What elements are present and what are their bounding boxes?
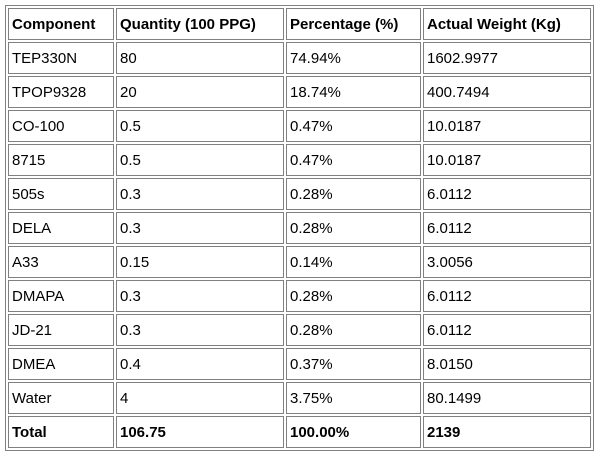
table-cell: 10.0187 (423, 144, 591, 176)
table-body: Component Quantity (100 PPG) Percentage (%… (8, 8, 591, 448)
table-cell: TPOP9328 (8, 76, 114, 108)
table-cell: CO-100 (8, 110, 114, 142)
table-cell: 106.75 (116, 416, 284, 448)
table-row: A33 0.15 0.14% 3.0056 (8, 246, 591, 278)
table-cell: 10.0187 (423, 110, 591, 142)
table-cell: 18.74% (286, 76, 421, 108)
table-cell: 0.5 (116, 144, 284, 176)
table-container: Component Quantity (100 PPG) Percentage (%… (5, 5, 594, 451)
table-row: TEP330N 80 74.94% 1602.9977 (8, 42, 591, 74)
table-cell: 20 (116, 76, 284, 108)
table-cell: 6.0112 (423, 212, 591, 244)
table-cell: Component (8, 8, 114, 40)
table-cell: 0.28% (286, 212, 421, 244)
table-cell: 0.3 (116, 178, 284, 210)
table-cell: Actual Weight (Kg) (423, 8, 591, 40)
table-cell: Water (8, 382, 114, 414)
table-cell: 3.75% (286, 382, 421, 414)
table-cell: 400.7494 (423, 76, 591, 108)
total-row: Total 106.75 100.00% 2139 (8, 416, 591, 448)
table-cell: 0.5 (116, 110, 284, 142)
table-row: DELA 0.3 0.28% 6.0112 (8, 212, 591, 244)
table-cell: 0.37% (286, 348, 421, 380)
table-cell: A33 (8, 246, 114, 278)
table-cell: 8715 (8, 144, 114, 176)
table-cell: 4 (116, 382, 284, 414)
table-row: Water 4 3.75% 80.1499 (8, 382, 591, 414)
table-cell: 0.15 (116, 246, 284, 278)
data-table: Component Quantity (100 PPG) Percentage (%… (5, 5, 594, 451)
table-cell: 0.4 (116, 348, 284, 380)
table-cell: 6.0112 (423, 280, 591, 312)
table-cell: 0.28% (286, 280, 421, 312)
table-row: DMAPA 0.3 0.28% 6.0112 (8, 280, 591, 312)
table-cell: JD-21 (8, 314, 114, 346)
table-cell: 505s (8, 178, 114, 210)
table-cell: DMEA (8, 348, 114, 380)
table-cell: 100.00% (286, 416, 421, 448)
table-row: JD-21 0.3 0.28% 6.0112 (8, 314, 591, 346)
table-cell: 0.47% (286, 110, 421, 142)
table-cell: Total (8, 416, 114, 448)
header-row: Component Quantity (100 PPG) Percentage (%… (8, 8, 591, 40)
table-cell: TEP330N (8, 42, 114, 74)
table-cell: 0.3 (116, 280, 284, 312)
table-cell: 2139 (423, 416, 591, 448)
table-cell: 80 (116, 42, 284, 74)
table-cell: 6.0112 (423, 314, 591, 346)
table-cell: 0.28% (286, 178, 421, 210)
table-cell: 0.47% (286, 144, 421, 176)
table-cell: 74.94% (286, 42, 421, 74)
table-cell: 8.0150 (423, 348, 591, 380)
table-cell: 0.14% (286, 246, 421, 278)
table-cell: DMAPA (8, 280, 114, 312)
table-row: TPOP9328 20 18.74% 400.7494 (8, 76, 591, 108)
table-row: CO-100 0.5 0.47% 10.0187 (8, 110, 591, 142)
table-row: 505s 0.3 0.28% 6.0112 (8, 178, 591, 210)
table-cell: Percentage (%) (286, 8, 421, 40)
table-cell: 0.3 (116, 314, 284, 346)
table-cell: Quantity (100 PPG) (116, 8, 284, 40)
table-cell: 6.0112 (423, 178, 591, 210)
table-cell: 80.1499 (423, 382, 591, 414)
table-row: DMEA 0.4 0.37% 8.0150 (8, 348, 591, 380)
table-cell: 0.3 (116, 212, 284, 244)
table-cell: 1602.9977 (423, 42, 591, 74)
table-row: 8715 0.5 0.47% 10.0187 (8, 144, 591, 176)
table-cell: DELA (8, 212, 114, 244)
table-cell: 3.0056 (423, 246, 591, 278)
table-cell: 0.28% (286, 314, 421, 346)
